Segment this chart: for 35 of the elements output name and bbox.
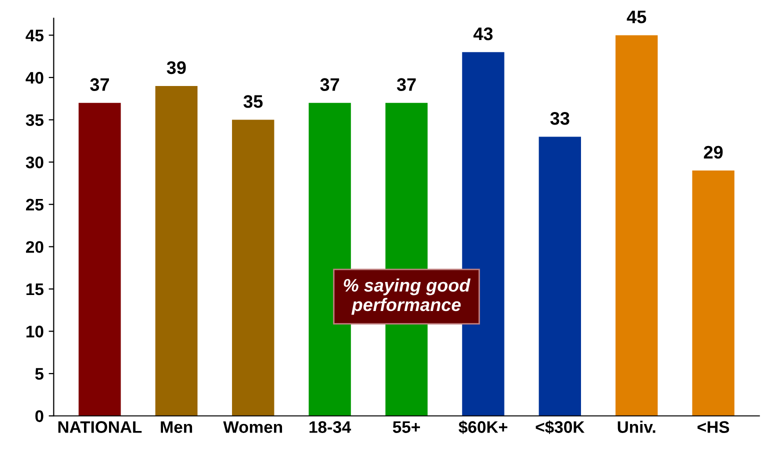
x-tick-label: $60K+ xyxy=(458,420,508,434)
data-label: 37 xyxy=(90,78,109,91)
y-tick-label: 10 xyxy=(26,326,44,338)
x-tick-label: Univ. xyxy=(618,420,656,433)
data-label: 37 xyxy=(320,78,340,91)
y-tick-label: 15 xyxy=(26,284,44,296)
y-tick-label: 35 xyxy=(26,114,44,126)
bar xyxy=(78,102,121,416)
y-tick-label: 30 xyxy=(26,156,44,168)
x-tick-label: Men xyxy=(160,421,192,433)
bar xyxy=(155,86,198,416)
bar xyxy=(616,35,658,416)
x-tick-label: <$30K xyxy=(536,420,585,434)
annotation: % saying good performance xyxy=(344,278,471,315)
data-label: 29 xyxy=(704,146,723,159)
y-tick-label: 20 xyxy=(26,241,44,253)
data-label: 45 xyxy=(626,10,646,24)
data-label: 43 xyxy=(473,27,493,40)
x-tick-label: NATIONAL xyxy=(58,421,142,433)
bar xyxy=(692,170,734,416)
y-tick-label: 45 xyxy=(26,30,44,42)
data-label: 35 xyxy=(243,95,263,108)
y-tick-label: 0 xyxy=(35,410,44,422)
x-tick-label: 55+ xyxy=(392,421,420,433)
bar xyxy=(538,136,582,416)
x-tick-label: Women xyxy=(223,421,282,433)
y-tick-label: 40 xyxy=(26,72,44,84)
data-label: 37 xyxy=(396,78,416,91)
bar xyxy=(232,120,274,416)
x-tick-label: <HS xyxy=(698,421,730,433)
data-label: 33 xyxy=(550,112,570,125)
y-tick-label: 5 xyxy=(35,368,44,380)
data-label: 39 xyxy=(166,61,186,74)
x-tick-label: 18-34 xyxy=(310,421,352,433)
y-tick-label: 25 xyxy=(26,198,44,211)
